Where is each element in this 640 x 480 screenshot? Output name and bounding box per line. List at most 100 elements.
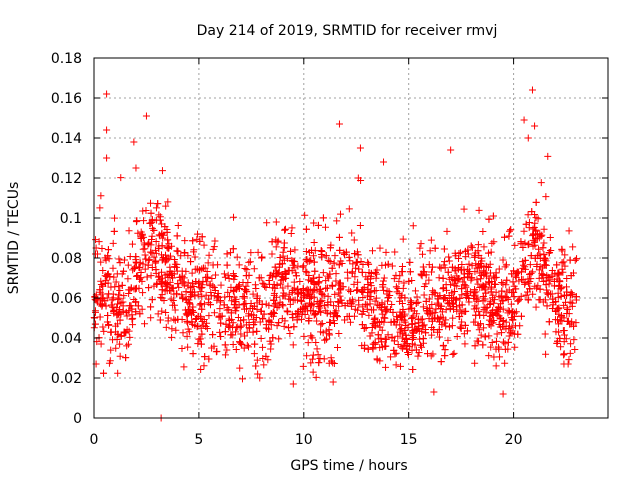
data-point [467,274,475,282]
data-point [173,247,181,255]
data-point [364,292,372,300]
data-point [517,238,525,246]
data-point [356,144,364,152]
data-point [279,284,287,292]
data-point [428,263,436,271]
data-point [384,294,392,302]
data-point [445,257,453,265]
data-point [487,343,495,351]
data-point [152,266,160,274]
data-point [415,324,423,332]
data-point [554,289,562,297]
data-point [272,243,280,251]
data-point [341,250,349,258]
data-point [168,333,176,341]
data-point [435,274,443,282]
data-point [270,281,278,289]
data-point [117,332,125,340]
data-point [335,281,343,289]
data-point [230,301,238,309]
data-point [533,284,541,292]
data-point [345,312,353,320]
data-point [383,306,391,314]
data-point [302,287,310,295]
data-point [451,267,459,275]
data-point [224,288,232,296]
data-point [503,276,511,284]
data-point [329,378,337,386]
data-point [531,219,539,227]
data-point [487,288,495,296]
data-point [250,350,258,358]
data-point [458,285,466,293]
data-point [230,213,238,221]
data-point [333,313,341,321]
data-point [538,274,546,282]
data-point [455,313,463,321]
data-point [572,319,580,327]
data-point [126,302,134,310]
data-point [541,261,549,269]
data-point [463,327,471,335]
data-point [134,302,142,310]
data-point [158,294,166,302]
data-point [372,274,380,282]
data-point [428,331,436,339]
data-point [534,231,542,239]
data-point [544,273,552,281]
data-point [541,296,549,304]
data-point [274,237,282,245]
data-point [275,302,283,310]
data-point [343,268,351,276]
chart-title: Day 214 of 2019, SRMTID for receiver rmv… [197,23,498,39]
data-point [174,315,182,323]
data-point [430,388,438,396]
data-point [348,229,356,237]
data-point [112,278,120,286]
data-point [387,353,395,361]
data-point [230,293,238,301]
data-point [159,254,167,262]
data-point [188,269,196,277]
data-point [491,274,499,282]
data-point [315,299,323,307]
data-point [168,325,176,333]
data-point [531,238,539,246]
data-point [518,276,526,284]
data-point [265,277,273,285]
data-point [269,334,277,342]
data-point [437,302,445,310]
data-point [104,246,112,254]
data-point [245,258,253,266]
data-point [409,365,417,373]
data-point [92,236,100,244]
data-point [401,326,409,334]
data-point [544,290,552,298]
data-point [539,244,547,252]
data-point [443,286,451,294]
data-point [402,331,410,339]
data-point [378,338,386,346]
data-point [525,219,533,227]
data-point [175,283,183,291]
data-point [184,319,192,327]
data-point [298,297,306,305]
data-point [158,286,166,294]
data-point [374,331,382,339]
data-point [223,250,231,258]
data-point [148,216,156,224]
data-point [302,248,310,256]
data-point [280,292,288,300]
data-point [265,317,273,325]
data-point [468,244,476,252]
data-point [428,300,436,308]
data-point [130,265,138,273]
data-point [321,336,329,344]
data-point [508,289,516,297]
data-point [516,295,524,303]
data-point [144,261,152,269]
data-point [465,298,473,306]
data-point [158,307,166,315]
data-point [545,318,553,326]
data-point [568,299,576,307]
